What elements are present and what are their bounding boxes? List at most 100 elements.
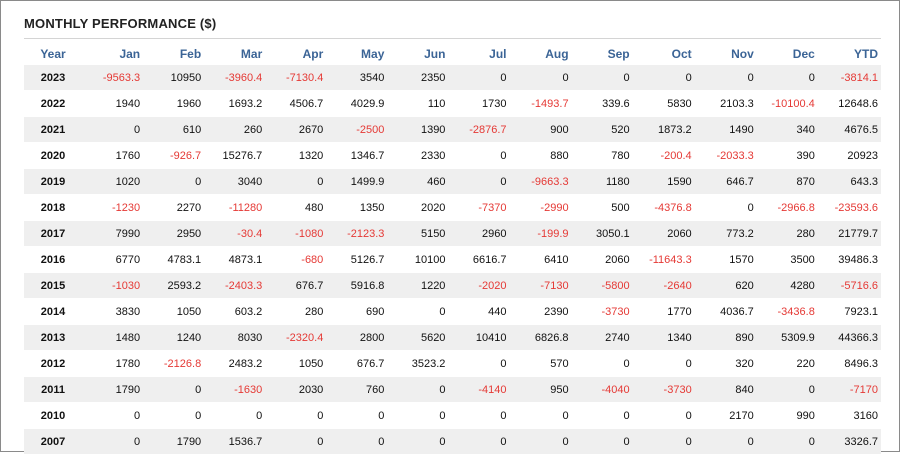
value-cell-jan: 3830 — [82, 298, 144, 325]
value-cell-jun: 0 — [387, 428, 449, 455]
value-cell-jul: 6616.7 — [448, 246, 510, 273]
value-cell-jan: 1940 — [82, 90, 144, 117]
value-cell-may: 5916.8 — [326, 272, 388, 299]
year-cell: 2019 — [24, 168, 83, 195]
column-header-year: Year — [40, 47, 66, 61]
value-cell-dec: 990 — [756, 402, 818, 429]
value-cell-feb: 610 — [143, 116, 205, 143]
value-cell-mar: 15276.7 — [204, 142, 266, 169]
value-cell-sep: 500 — [571, 194, 633, 221]
value-cell-sep: 520 — [571, 116, 633, 143]
table-body: 2023 -9563.3 10950 -3960.4 -7130.4 3540 2350 0 0… — [24, 65, 881, 455]
value-cell-oct: 1590 — [632, 168, 695, 195]
value-cell-dec: -10100.4 — [756, 90, 818, 117]
value-cell-may: 0 — [326, 402, 388, 429]
value-cell-jul: 0 — [448, 402, 510, 429]
value-cell-nov: 2103.3 — [694, 90, 757, 117]
value-cell-dec: -3436.8 — [756, 298, 818, 325]
value-cell-feb: 10950 — [143, 65, 205, 91]
value-cell-mar: 603.2 — [204, 298, 266, 325]
value-cell-jun: 110 — [387, 90, 449, 117]
column-header-jan: Jan — [119, 47, 141, 61]
value-cell-dec: -2966.8 — [756, 194, 818, 221]
value-cell-aug: 0 — [509, 428, 572, 455]
value-cell-oct: -4376.8 — [632, 194, 695, 221]
value-cell-apr: 4506.7 — [265, 90, 327, 117]
value-cell-jan: 0 — [82, 116, 144, 143]
value-cell-ytd: -23593.6 — [817, 194, 881, 221]
year-cell: 2023 — [24, 65, 83, 91]
value-cell-feb: -926.7 — [143, 142, 205, 169]
value-cell-may: 2800 — [326, 324, 388, 351]
value-cell-mar: 4873.1 — [204, 246, 266, 273]
table-row: 2023 -9563.3 10950 -3960.4 -7130.4 3540 2350 0 0… — [24, 65, 881, 91]
value-cell-ytd: 21779.7 — [817, 220, 881, 247]
value-cell-apr: 2030 — [265, 376, 327, 403]
value-cell-sep: 2740 — [571, 324, 633, 351]
value-cell-ytd: 44366.3 — [817, 324, 881, 351]
value-cell-jun: 3523.2 — [387, 350, 449, 377]
value-cell-aug: 0 — [509, 402, 572, 429]
value-cell-dec: 0 — [756, 428, 818, 455]
value-cell-ytd: -3814.1 — [817, 65, 881, 91]
value-cell-oct: 0 — [632, 65, 695, 91]
value-cell-ytd: 643.3 — [817, 168, 881, 195]
value-cell-apr: 2670 — [265, 116, 327, 143]
value-cell-oct: -3730 — [632, 376, 695, 403]
value-cell-apr: -1080 — [265, 220, 327, 247]
value-cell-may: 0 — [326, 428, 388, 455]
value-cell-mar: 3040 — [204, 168, 266, 195]
value-cell-dec: 280 — [756, 220, 818, 247]
value-cell-feb: 0 — [143, 402, 205, 429]
column-header-dec: Dec — [792, 47, 815, 61]
value-cell-jul: 0 — [448, 142, 510, 169]
value-cell-oct: -11643.3 — [632, 246, 695, 273]
value-cell-jul: 0 — [448, 168, 510, 195]
value-cell-nov: 1570 — [694, 246, 757, 273]
table-row: 2019 1020 0 3040 0 1499.9 460 0 -9663.3 1180 1590 6… — [24, 168, 881, 195]
value-cell-mar: 2483.2 — [204, 350, 266, 377]
value-cell-jul: -2876.7 — [448, 116, 510, 143]
table-row: 2012 1780 -2126.8 2483.2 1050 676.7 3523.2 0 570… — [24, 350, 881, 377]
value-cell-oct: 0 — [632, 402, 695, 429]
value-cell-apr: 0 — [265, 428, 327, 455]
value-cell-jul: 0 — [448, 65, 510, 91]
value-cell-aug: 6826.8 — [509, 324, 572, 351]
year-cell: 2011 — [24, 376, 83, 403]
table-row: 2016 6770 4783.1 4873.1 -680 5126.7 10100 6616.… — [24, 246, 881, 273]
value-cell-jul: 440 — [448, 298, 510, 325]
value-cell-aug: -9663.3 — [509, 168, 572, 195]
value-cell-sep: -3730 — [571, 298, 633, 325]
value-cell-aug: 2390 — [509, 298, 572, 325]
value-cell-apr: 0 — [265, 168, 327, 195]
value-cell-ytd: 20923 — [817, 142, 881, 169]
table-row: 2007 0 1790 1536.7 0 0 0 0 0 0 0 0 0 3326.7 — [24, 428, 881, 455]
table-row: 2011 1790 0 -1630 2030 760 0 -4140 950 -4040 -3730… — [24, 376, 881, 403]
value-cell-jan: 1790 — [82, 376, 144, 403]
column-header-oct: Oct — [671, 47, 692, 61]
value-cell-sep: 339.6 — [571, 90, 633, 117]
value-cell-oct: 1873.2 — [632, 116, 695, 143]
value-cell-sep: 2060 — [571, 246, 633, 273]
value-cell-sep: 780 — [571, 142, 633, 169]
year-cell: 2012 — [24, 350, 83, 377]
value-cell-mar: -2403.3 — [204, 272, 266, 299]
value-cell-apr: -7130.4 — [265, 65, 327, 91]
performance-table: Year Jan Feb Mar Apr May Jun Jul Aug Sep Oct Nov Dec… — [24, 43, 881, 455]
table-row: 2013 1480 1240 8030 -2320.4 2800 5620 10410 6826… — [24, 324, 881, 351]
value-cell-nov: 2170 — [694, 402, 757, 429]
value-cell-nov: 840 — [694, 376, 757, 403]
value-cell-jun: 10100 — [387, 246, 449, 273]
value-cell-sep: 3050.1 — [571, 220, 633, 247]
value-cell-may: 760 — [326, 376, 388, 403]
value-cell-jul: 0 — [448, 428, 510, 455]
value-cell-oct: -200.4 — [632, 142, 695, 169]
column-header-mar: Mar — [240, 47, 263, 61]
table-row: 2014 3830 1050 603.2 280 690 0 440 2390 -3730 1770… — [24, 298, 881, 325]
value-cell-oct: 5830 — [632, 90, 695, 117]
value-cell-oct: 0 — [632, 428, 695, 455]
value-cell-nov: 620 — [694, 272, 757, 299]
value-cell-jul: 2960 — [448, 220, 510, 247]
value-cell-jan: -9563.3 — [82, 65, 144, 91]
value-cell-aug: -199.9 — [509, 220, 572, 247]
